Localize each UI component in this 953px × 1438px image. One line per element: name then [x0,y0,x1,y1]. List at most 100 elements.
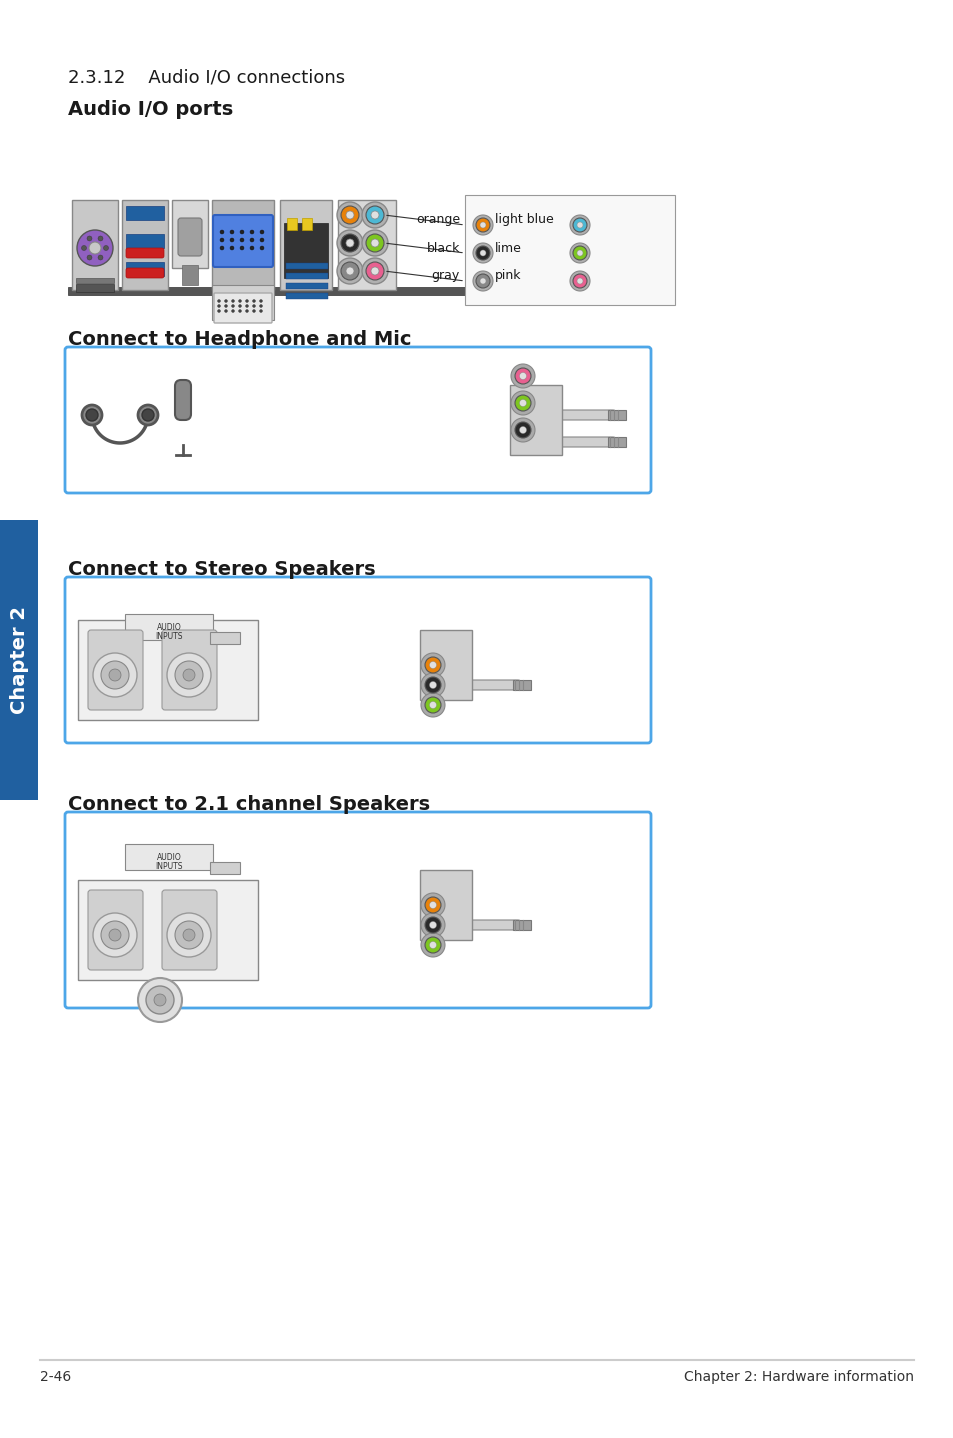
Text: Chapter 2: Chapter 2 [10,605,29,715]
Text: gray: gray [432,269,459,282]
Bar [125,844,213,870]
Circle shape [577,221,582,229]
Text: orange: orange [416,213,459,227]
Text: black: black [426,242,459,255]
Text: Audio I/O ports: Audio I/O ports [68,101,233,119]
Circle shape [87,255,91,260]
Circle shape [174,920,203,949]
FancyBboxPatch shape [174,380,191,420]
Bar [122,200,168,290]
Text: lime: lime [495,242,521,255]
Circle shape [511,418,535,441]
Circle shape [101,920,129,949]
Text: Connect to 2.1 channel Speakers: Connect to 2.1 channel Speakers [68,795,430,814]
Circle shape [473,270,493,290]
Circle shape [340,234,358,252]
Circle shape [573,246,586,260]
Circle shape [240,239,244,242]
Circle shape [577,278,582,283]
Circle shape [89,242,101,255]
FancyBboxPatch shape [88,630,143,710]
Circle shape [515,395,531,411]
Circle shape [253,305,255,308]
Circle shape [220,230,224,234]
Text: Chapter 2: Hardware information: Chapter 2: Hardware information [683,1370,913,1383]
Circle shape [577,250,582,256]
Bar [212,200,274,290]
Text: 2.3.12    Audio I/O connections: 2.3.12 Audio I/O connections [68,68,345,86]
Circle shape [473,216,493,234]
Circle shape [224,299,227,302]
Circle shape [336,230,363,256]
Bar [287,219,296,230]
Bar [337,200,395,290]
Circle shape [515,368,531,384]
Circle shape [240,246,244,250]
Circle shape [429,922,436,929]
Bar [419,870,472,940]
Bar [286,263,328,269]
Circle shape [109,669,121,682]
Circle shape [429,942,436,949]
Circle shape [224,309,227,312]
Bar [513,920,531,930]
Bar [286,273,328,279]
Circle shape [92,653,137,697]
Bar [464,196,675,305]
Circle shape [220,246,224,250]
Circle shape [336,201,363,229]
Bar [212,285,274,321]
Circle shape [174,661,203,689]
Circle shape [167,913,211,958]
Text: Connect to Stereo Speakers: Connect to Stereo Speakers [68,559,375,580]
FancyBboxPatch shape [162,890,216,971]
Circle shape [232,299,234,302]
Circle shape [336,257,363,283]
Circle shape [476,246,490,260]
Bar [210,861,240,874]
Circle shape [340,262,358,280]
Circle shape [519,400,526,407]
Circle shape [424,938,440,953]
Circle shape [346,211,354,219]
Circle shape [153,994,166,1007]
Bar [510,385,561,454]
Circle shape [253,309,255,312]
Circle shape [479,250,485,256]
Circle shape [479,221,485,229]
Circle shape [245,299,248,302]
Text: Connect to Headphone and Mic: Connect to Headphone and Mic [68,329,411,349]
Bar [126,206,164,220]
Circle shape [511,364,535,388]
Circle shape [519,427,526,433]
Circle shape [103,246,109,250]
Text: light blue: light blue [495,213,553,227]
Circle shape [340,206,358,224]
Circle shape [230,239,233,242]
Circle shape [183,669,194,682]
Text: INPUTS: INPUTS [155,861,183,871]
Bar [607,437,625,447]
Circle shape [429,682,436,689]
Circle shape [253,299,255,302]
Circle shape [346,239,354,247]
Circle shape [142,408,153,421]
Circle shape [183,929,194,940]
Circle shape [429,661,436,669]
Circle shape [250,239,253,242]
Circle shape [476,219,490,232]
Bar [78,880,257,981]
Circle shape [260,246,264,250]
Circle shape [240,230,244,234]
Text: pink: pink [495,269,521,282]
Circle shape [420,893,444,917]
Circle shape [238,309,241,312]
Circle shape [92,913,137,958]
Circle shape [220,239,224,242]
Circle shape [260,230,264,234]
Circle shape [259,299,262,302]
Circle shape [259,309,262,312]
Circle shape [230,246,233,250]
Circle shape [573,275,586,288]
Circle shape [81,246,87,250]
